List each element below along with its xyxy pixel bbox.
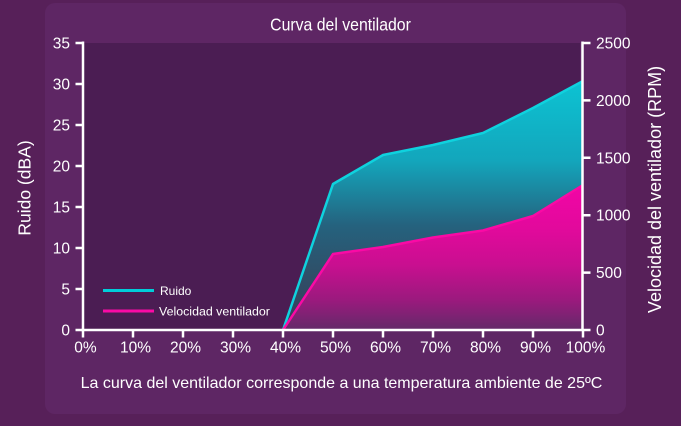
svg-text:35: 35: [53, 36, 70, 53]
svg-text:60%: 60%: [370, 340, 401, 357]
svg-text:20: 20: [53, 159, 71, 176]
svg-text:Velocidad del ventilador (RPM): Velocidad del ventilador (RPM): [645, 66, 665, 313]
svg-text:La curva del ventilador corres: La curva del ventilador corresponde a un…: [81, 375, 603, 392]
svg-text:Curva del ventilador: Curva del ventilador: [270, 15, 411, 35]
svg-text:Ruido: Ruido: [160, 284, 192, 298]
svg-text:Velocidad ventilador: Velocidad ventilador: [159, 305, 270, 319]
svg-text:1000: 1000: [596, 208, 631, 225]
svg-text:2500: 2500: [596, 36, 631, 53]
svg-text:0: 0: [61, 323, 70, 340]
svg-text:25: 25: [53, 118, 70, 135]
svg-text:20%: 20%: [170, 340, 201, 357]
svg-text:30: 30: [53, 77, 71, 94]
svg-text:1500: 1500: [596, 150, 631, 167]
svg-text:15: 15: [53, 200, 70, 217]
svg-text:30%: 30%: [220, 340, 251, 357]
svg-text:0: 0: [596, 323, 605, 340]
svg-text:Ruido (dBA): Ruido (dBA): [15, 140, 35, 235]
svg-text:10%: 10%: [120, 340, 151, 357]
svg-text:100%: 100%: [566, 340, 606, 357]
svg-text:0%: 0%: [74, 340, 97, 357]
svg-text:50%: 50%: [320, 340, 351, 357]
svg-text:500: 500: [596, 265, 622, 282]
svg-text:80%: 80%: [470, 340, 501, 357]
svg-text:90%: 90%: [520, 340, 551, 357]
svg-text:40%: 40%: [270, 340, 301, 357]
svg-text:70%: 70%: [420, 340, 451, 357]
svg-text:10: 10: [53, 241, 71, 258]
svg-text:5: 5: [61, 282, 70, 299]
svg-text:2000: 2000: [596, 93, 631, 110]
